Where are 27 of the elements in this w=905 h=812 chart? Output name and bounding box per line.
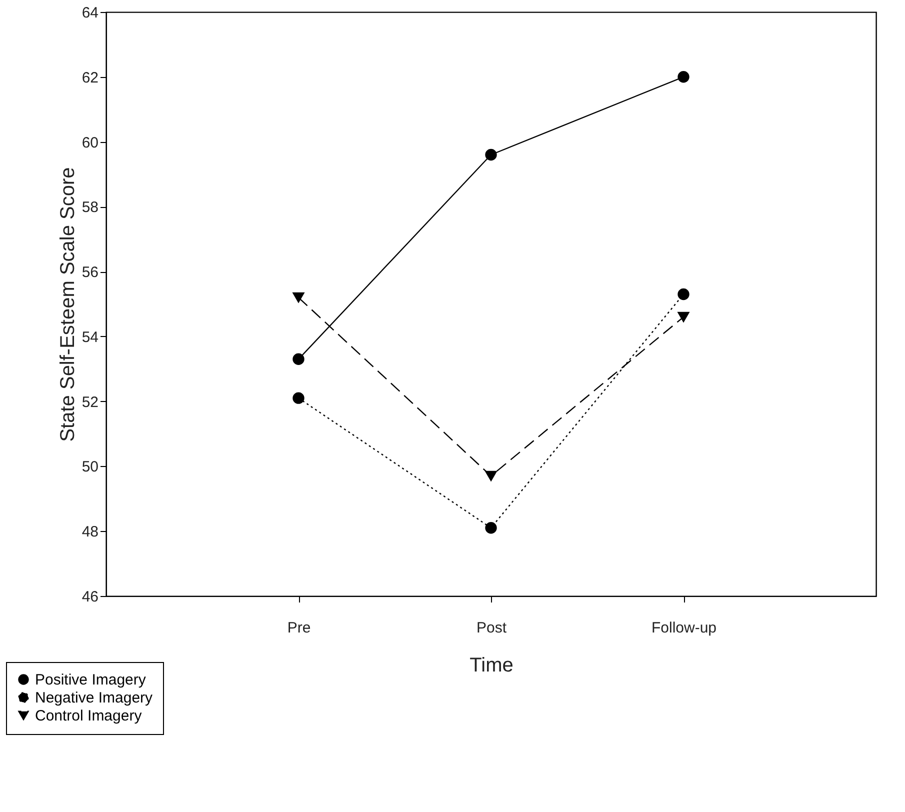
point [678, 71, 690, 83]
x-tick-label: Pre [287, 620, 311, 636]
point [485, 148, 497, 161]
legend-label: Negative Imagery [35, 690, 154, 706]
y-tick-label: 50 [82, 458, 98, 476]
y-tick-label: 60 [82, 134, 98, 152]
point [292, 353, 304, 365]
x-tick-label: Post [476, 620, 508, 636]
y-tick-label: 52 [82, 394, 98, 411]
point [485, 470, 497, 482]
x-axis-title: Time [470, 654, 514, 676]
point [485, 522, 497, 534]
point [678, 312, 690, 322]
y-axis-title: State Self-Esteem Scale Score [56, 167, 79, 442]
y-tick-label: 64 [82, 4, 98, 22]
x-tick-label: Follow-up [651, 620, 717, 636]
y-tick-label: 48 [82, 524, 98, 541]
legend-label: Positive Imagery [35, 672, 146, 688]
y-tick-label: 62 [82, 69, 98, 86]
point [292, 292, 304, 303]
y-tick-label: 54 [82, 328, 98, 346]
point [678, 288, 690, 300]
y-tick-label: 56 [82, 264, 98, 282]
point [292, 392, 304, 404]
y-tick-label: 46 [82, 588, 98, 606]
legend-label: Control Imagery [35, 708, 142, 724]
y-tick-label: 58 [82, 199, 98, 216]
